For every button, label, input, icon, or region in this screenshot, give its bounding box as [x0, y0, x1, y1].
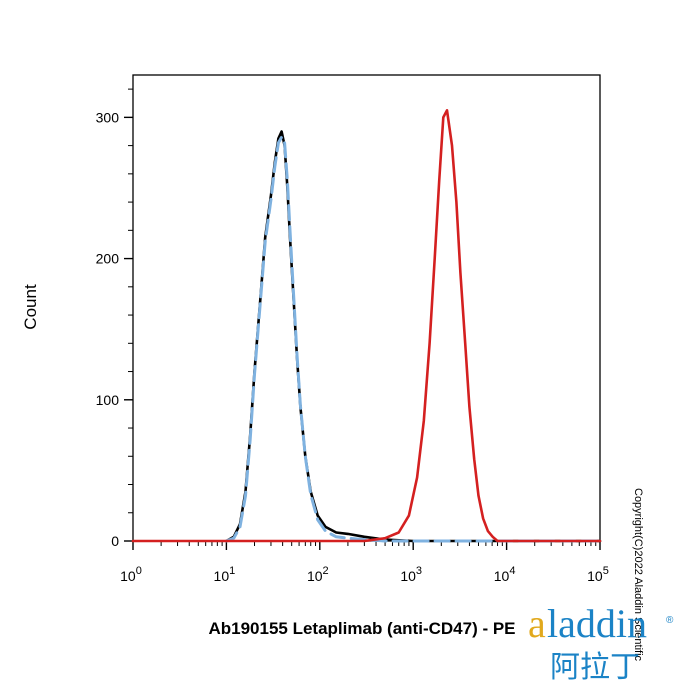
- x-tick-label: 103: [400, 565, 422, 584]
- x-axis-title: Ab190155 Letaplimab (anti-CD47) - PE: [208, 619, 515, 638]
- y-tick-label: 100: [96, 392, 120, 408]
- y-axis-title: Count: [21, 284, 40, 330]
- logo-chinese: 阿拉丁: [550, 650, 640, 685]
- y-tick-label: 200: [96, 251, 120, 267]
- aladdin-logo: a laddin ® 阿拉丁: [528, 601, 674, 685]
- y-axis: 0 100 200 300: [96, 88, 133, 549]
- x-tick-label: 101: [214, 565, 236, 584]
- series-black-histogram: [225, 130, 602, 543]
- series-blue-dashed-histogram: [224, 135, 602, 543]
- x-tick-label: 105: [587, 565, 609, 584]
- registered-mark: ®: [666, 615, 674, 626]
- x-tick-label: 102: [307, 565, 329, 584]
- series-layer: [131, 109, 602, 543]
- x-tick-label: 100: [120, 565, 142, 584]
- copyright-text: Copyright(C)2022 Aladdin Scientific: [632, 488, 644, 662]
- logo-wordmark: laddin: [547, 601, 647, 646]
- x-axis: 100 101 102 103 104 105: [120, 541, 609, 584]
- logo-letter-a: a: [528, 601, 546, 646]
- series-red-histogram: [131, 109, 602, 543]
- y-tick-label: 300: [96, 109, 120, 125]
- plot-frame: [132, 74, 601, 542]
- y-tick-label: 0: [111, 533, 119, 549]
- x-tick-label: 104: [494, 565, 516, 584]
